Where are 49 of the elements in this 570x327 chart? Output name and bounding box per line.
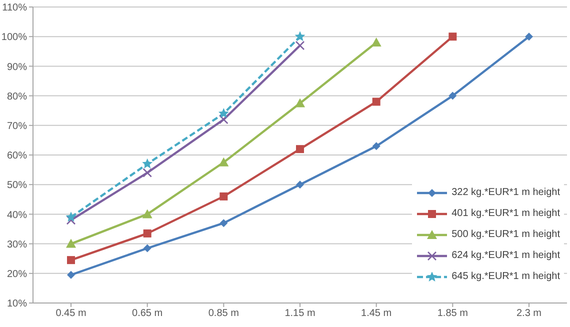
point: [296, 180, 304, 189]
y-tick-label: 80%: [6, 91, 28, 102]
point: [143, 229, 152, 238]
point: [67, 256, 75, 264]
x-tick-label: 0.65 m: [132, 308, 163, 320]
point: [67, 270, 75, 279]
legend-label: 500 kg.*EUR*1 m height: [452, 229, 560, 240]
y-tick-label: 20%: [6, 268, 28, 280]
y-tick-label: 40%: [6, 210, 28, 221]
y-tick-label: 30%: [6, 239, 28, 250]
y-tick-label: 90%: [6, 62, 28, 73]
point: [448, 32, 457, 41]
y-tick-label: 50%: [6, 180, 28, 192]
point: [142, 168, 152, 178]
x-tick-label: 0.45 m: [56, 308, 86, 320]
point: [143, 244, 152, 252]
point: [66, 238, 76, 248]
point: [372, 142, 380, 150]
point: [66, 212, 76, 222]
point: [142, 158, 153, 168]
point: [220, 219, 228, 228]
y-tick-label: 110%: [2, 2, 28, 14]
point: [448, 92, 457, 100]
point: [66, 215, 76, 225]
legend-label: 645 kg.*EUR*1 m height: [452, 271, 560, 282]
x-tick-label: 1.15 m: [284, 308, 316, 320]
point: [219, 114, 228, 124]
x-tick-label: 0.85 m: [208, 308, 239, 320]
point: [218, 157, 229, 166]
point: [218, 108, 229, 118]
y-tick-label: 70%: [6, 120, 28, 132]
point: [525, 32, 533, 41]
point: [295, 98, 305, 108]
x-tick-label: 1.45 m: [361, 308, 392, 320]
point: [295, 40, 305, 50]
y-tick-label: 100%: [1, 32, 28, 44]
point: [371, 38, 382, 47]
y-tick-label: 10%: [6, 298, 28, 310]
legend-label: 624 kg.*EUR*1 m height: [452, 250, 560, 261]
point: [142, 209, 152, 218]
legend-label: 322 kg.*EUR*1 m height: [452, 187, 560, 198]
x-tick-label: 2.3 m: [516, 308, 542, 320]
legend-label: 401 kg.*EUR*1 m height: [452, 208, 560, 219]
y-tick-label: 60%: [6, 150, 28, 162]
point: [220, 192, 228, 200]
point: [294, 31, 306, 42]
point: [372, 98, 380, 106]
x-tick-label: 1.85 m: [437, 308, 468, 320]
point: [296, 145, 304, 154]
